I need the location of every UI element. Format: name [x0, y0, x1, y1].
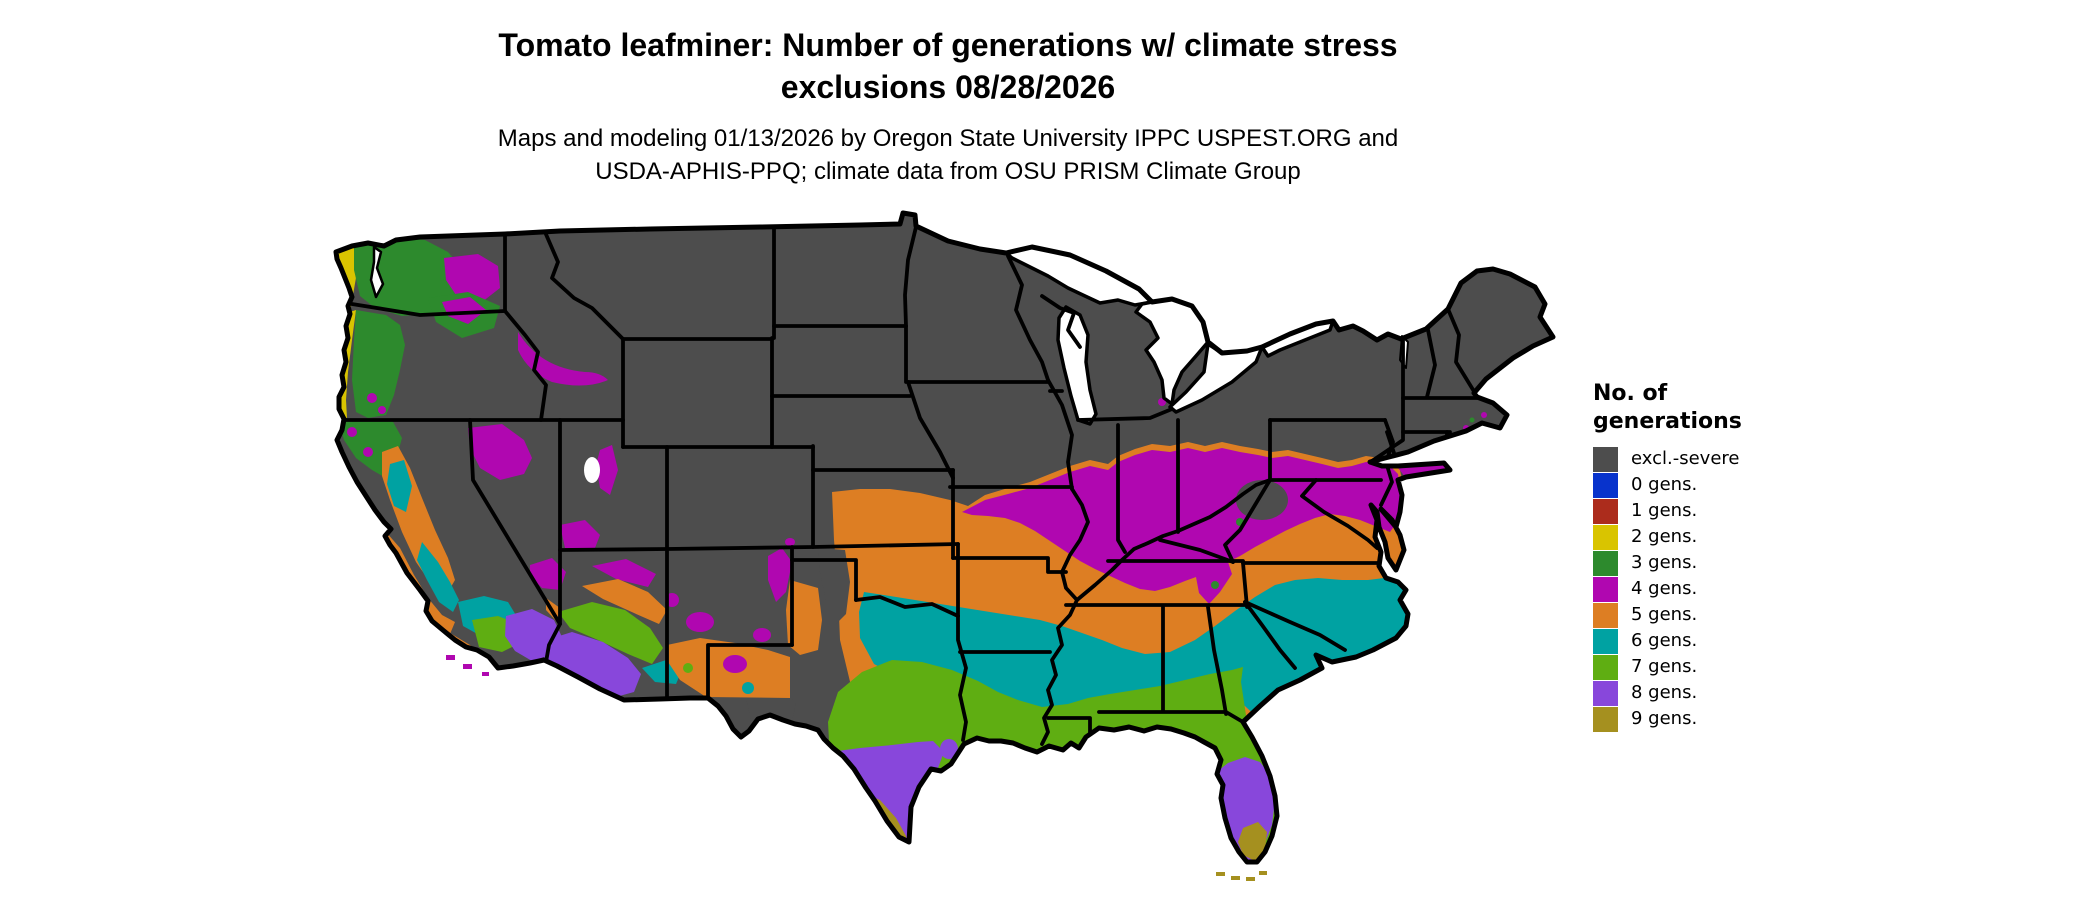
region-7-gens-nm-speck [683, 663, 693, 673]
legend-title-line-2: generations [1593, 409, 1742, 434]
band-6-gens [859, 577, 1418, 722]
region-6-gens-san-joaquin [417, 542, 459, 612]
channel-island-1 [446, 655, 455, 660]
legend-label: 6 gens. [1631, 630, 1698, 651]
legend-swatch-6-gens [1593, 628, 1618, 654]
title-line-2: exclusions 08/28/2026 [780, 69, 1116, 105]
legend-item-excl-severe: excl.-severe [1593, 446, 1813, 472]
legend-item-5-gens: 5 gens. [1593, 602, 1813, 628]
page-subtitle: Maps and modeling 01/13/2026 by Oregon S… [198, 122, 1698, 188]
state-borders [342, 225, 1479, 746]
legend-swatch-1-gens [1593, 498, 1618, 524]
region-4-gens-south-nevada [530, 558, 566, 590]
legend-title: No. of generations [1593, 380, 1813, 436]
region-3-gens-smokies-speck [1211, 581, 1219, 589]
region-5-gens-mogollon-rim [582, 579, 667, 624]
legend-label: 2 gens. [1631, 526, 1698, 547]
legend-label: 4 gens. [1631, 578, 1698, 599]
region-4-gens-west-nevada [468, 424, 532, 480]
region-4-gens-nm-mountains-3 [753, 628, 771, 642]
florida-keys-1 [1216, 872, 1225, 876]
legend-item-4-gens: 4 gens. [1593, 576, 1813, 602]
legend-item-0-gens: 0 gens. [1593, 472, 1813, 498]
legend-swatch-9-gens [1593, 706, 1618, 732]
legend-swatch-3-gens [1593, 550, 1618, 576]
legend-swatch-7-gens [1593, 654, 1618, 680]
region-excl-texas-panhandle [818, 548, 850, 624]
region-9-gens-florida-tip [1238, 822, 1267, 861]
florida-keys-4 [1259, 871, 1267, 875]
region-8-gens-houston-spot [940, 739, 958, 759]
puget-sound [369, 245, 385, 299]
region-4-gens-cape-cod [1481, 412, 1487, 418]
region-4-gens-sw-oregon [378, 406, 386, 414]
region-4-gens-columbia-basin [444, 254, 500, 302]
legend-item-8-gens: 8 gens. [1593, 680, 1813, 706]
region-4-gens-snake-river [518, 332, 608, 386]
region-excl-appalachians [1236, 480, 1288, 520]
region-4-gens-rogue-valley [367, 393, 377, 403]
region-4-gens-sangre-de-cristo [768, 548, 792, 602]
lake-michigan [1056, 305, 1098, 426]
region-5-gens-nm-tx-border [786, 580, 822, 655]
region-4-gens-nm-mountains-2 [723, 655, 747, 673]
page-title: Tomato leafminer: Number of generations … [198, 24, 1698, 108]
region-4-gens-norcal-valley [363, 447, 373, 457]
region-4-gens-nw-california [347, 427, 357, 437]
region-3-gens-oregon [352, 310, 405, 418]
legend-swatch-4-gens [1593, 576, 1618, 602]
legend-label: excl.-severe [1631, 448, 1740, 469]
region-3-gens-cape-cod-speck [1469, 417, 1475, 423]
great-salt-lake [584, 457, 600, 483]
legend-swatch-8-gens [1593, 680, 1618, 706]
legend-swatch-2-gens [1593, 524, 1618, 550]
legend-item-7-gens: 7 gens. [1593, 654, 1813, 680]
legend-label: 0 gens. [1631, 474, 1698, 495]
region-4-gens-ne-oregon [442, 297, 486, 324]
region-4-gens-se-colorado-speck [785, 538, 795, 546]
subtitle-line-1: Maps and modeling 01/13/2026 by Oregon S… [497, 125, 1399, 152]
subtitle-line-2: USDA-APHIS-PPQ; climate data from OSU PR… [595, 158, 1301, 185]
channel-island-3 [482, 672, 489, 676]
legend-item-6-gens: 6 gens. [1593, 628, 1813, 654]
legend-item-9-gens: 9 gens. [1593, 706, 1813, 732]
region-4-gens-mogollon-rim-upper [592, 559, 656, 587]
legend-label: 7 gens. [1631, 656, 1698, 677]
legend-label: 3 gens. [1631, 552, 1698, 573]
legend-item-2-gens: 2 gens. [1593, 524, 1813, 550]
legend-title-line-1: No. of [1593, 381, 1668, 406]
channel-island-2 [463, 664, 472, 669]
title-line-1: Tomato leafminer: Number of generations … [498, 27, 1398, 63]
region-6-gens-sacramento-valley [387, 460, 412, 512]
region-4-gens-nm-mountains-1 [686, 612, 714, 632]
florida-keys-3 [1246, 877, 1255, 881]
region-4-gens-sw-utah [560, 520, 600, 548]
legend-label: 9 gens. [1631, 708, 1698, 729]
offshore-islands [446, 655, 1267, 881]
great-lakes [369, 245, 1409, 483]
legend-label: 5 gens. [1631, 604, 1698, 625]
florida-keys-2 [1231, 876, 1240, 880]
legend-label: 1 gens. [1631, 500, 1698, 521]
legend-swatch-0-gens [1593, 472, 1618, 498]
legend-item-1-gens: 1 gens. [1593, 498, 1813, 524]
region-4-gens-wasatch [596, 445, 618, 495]
region-7-gens-central-arizona [558, 602, 663, 664]
legend-swatch-5-gens [1593, 602, 1618, 628]
map-legend: No. of generations excl.-severe 0 gens. … [1593, 380, 1813, 732]
legend-label: 8 gens. [1631, 682, 1698, 703]
legend-swatch-excl-severe [1593, 446, 1618, 472]
legend-item-3-gens: 3 gens. [1593, 550, 1813, 576]
region-6-gens-nm-speck [742, 682, 754, 694]
